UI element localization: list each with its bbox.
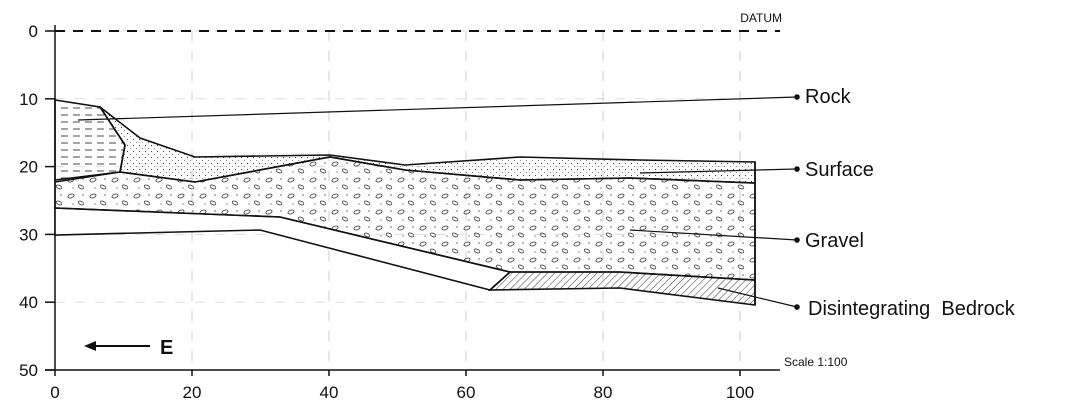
leader-line — [77, 96, 798, 121]
leader-dot — [794, 237, 800, 243]
leader-line — [639, 168, 798, 174]
y-tick-label: 40 — [19, 293, 38, 312]
direction-label: E — [160, 337, 173, 359]
arrow-head — [84, 341, 96, 351]
y-tick-label: 10 — [19, 90, 38, 109]
y-tick-label: 0 — [29, 22, 38, 41]
x-tick-label: 40 — [320, 383, 339, 402]
leader-line — [629, 229, 798, 241]
leader-dot — [794, 94, 800, 100]
y-tick-label: 20 — [19, 158, 38, 177]
x-tick-label: 0 — [50, 383, 59, 402]
layer-label: Surface — [805, 159, 874, 181]
y-tick-label: 30 — [19, 225, 38, 244]
leader-line — [717, 287, 798, 308]
layer-label: Gravel — [805, 230, 864, 252]
x-tick-label: 20 — [183, 383, 202, 402]
leader-dot — [794, 304, 800, 310]
layer-label: Disintegrating Bedrock — [808, 298, 1016, 320]
x-tick-label: 80 — [594, 383, 613, 402]
datum-label: DATUM — [740, 11, 782, 25]
layer-label: Rock — [805, 86, 852, 108]
rock-layer — [54, 99, 126, 181]
x-tick-label: 100 — [726, 383, 754, 402]
ticks: 0 20 40 60 80 100 0 10 20 30 40 50 — [19, 22, 754, 402]
y-tick-label: 50 — [19, 361, 38, 380]
leader-dot — [794, 166, 800, 172]
surface-layer — [99, 106, 756, 184]
x-tick-label: 60 — [457, 383, 476, 402]
scale-label: Scale 1:100 — [784, 355, 848, 369]
